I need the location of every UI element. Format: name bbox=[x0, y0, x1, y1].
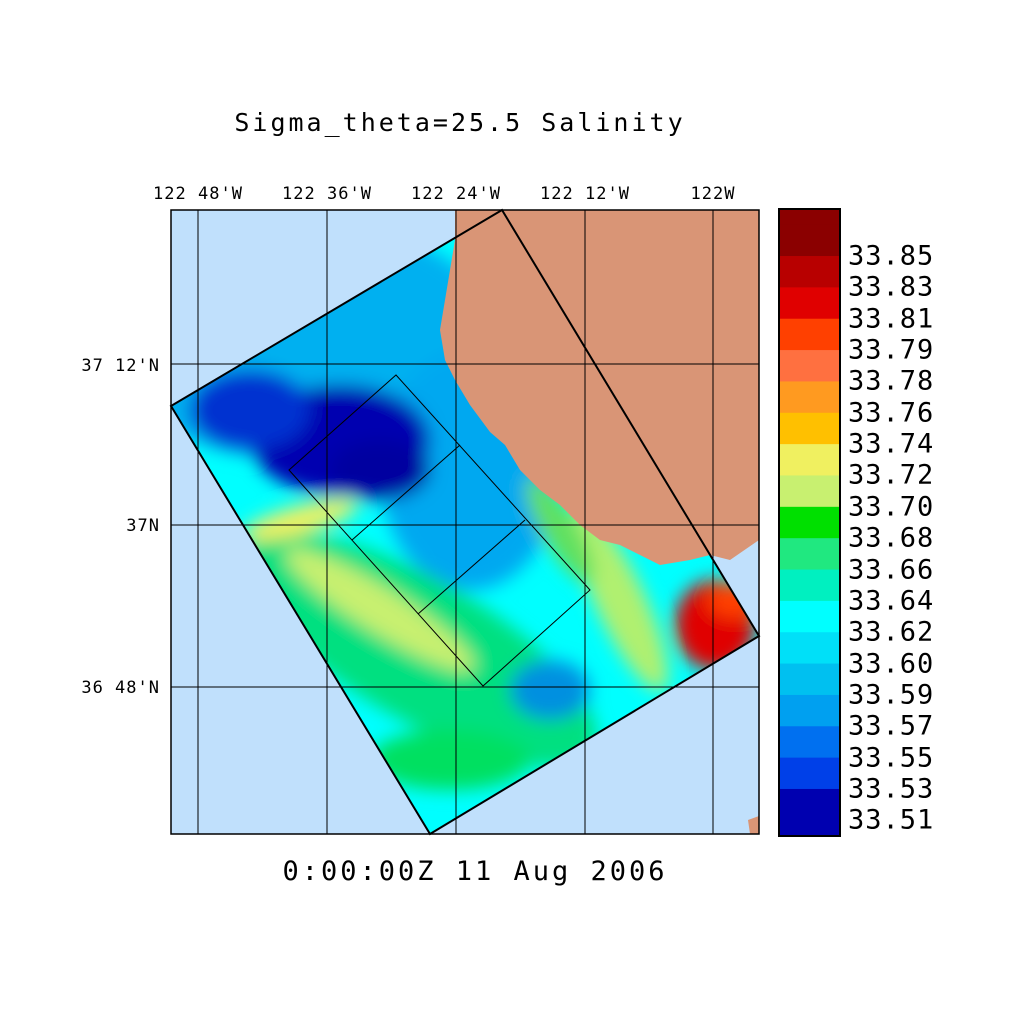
colorbar-label: 33.55 bbox=[848, 742, 935, 774]
colorbar-swatch bbox=[779, 318, 840, 351]
colorbar-swatch bbox=[779, 757, 840, 790]
sub-domain-boxes bbox=[288, 374, 591, 687]
lon-label-122-36w: 122 36'W bbox=[282, 184, 372, 204]
colorbar-swatch bbox=[779, 224, 840, 257]
coastline-land-tip bbox=[748, 816, 759, 834]
colorbar-label: 33.79 bbox=[848, 334, 935, 366]
lat-lon-grid bbox=[171, 210, 759, 834]
colorbar bbox=[779, 209, 840, 836]
colorbar-swatch bbox=[779, 381, 840, 414]
lat-label-37n: 37N bbox=[126, 516, 160, 536]
colorbar-label: 33.76 bbox=[848, 397, 935, 429]
colorbar-swatch bbox=[779, 569, 840, 602]
colorbar-label: 33.72 bbox=[848, 459, 935, 491]
colorbar-label: 33.57 bbox=[848, 710, 935, 742]
colorbar-label: 33.74 bbox=[848, 428, 935, 460]
colorbar-swatch bbox=[779, 209, 840, 226]
colorbar-swatch bbox=[779, 663, 840, 696]
lon-label-122-12w: 122 12'W bbox=[540, 184, 630, 204]
colorbar-label: 33.70 bbox=[848, 491, 935, 523]
timestamp: 0:00:00Z 11 Aug 2006 bbox=[282, 856, 668, 887]
lon-label-122-24w: 122 24'W bbox=[411, 184, 501, 204]
colorbar-swatch bbox=[779, 350, 840, 382]
lat-label-36-48n: 36 48'N bbox=[81, 678, 160, 698]
colorbar-swatch bbox=[779, 632, 840, 665]
colorbar-swatch bbox=[779, 694, 840, 727]
colorbar-swatch bbox=[779, 444, 840, 476]
colorbar-label: 33.60 bbox=[848, 648, 935, 680]
colorbar-label: 33.83 bbox=[848, 271, 935, 303]
lon-label-122w: 122W bbox=[690, 184, 736, 204]
colorbar-label: 33.66 bbox=[848, 554, 935, 586]
map-title: Sigma_theta=25.5 Salinity bbox=[234, 108, 686, 137]
colorbar-swatch bbox=[779, 412, 840, 445]
colorbar-swatch bbox=[779, 726, 840, 759]
colorbar-label: 33.59 bbox=[848, 679, 935, 711]
map-frame bbox=[170, 209, 760, 835]
colorbar-label: 33.81 bbox=[848, 303, 935, 335]
colorbar-swatch bbox=[779, 600, 840, 633]
colorbar-label: 33.78 bbox=[848, 365, 935, 397]
colorbar-swatch bbox=[779, 506, 840, 539]
colorbar-swatch bbox=[779, 287, 840, 320]
lat-label-37-12n: 37 12'N bbox=[81, 356, 160, 376]
colorbar-label: 33.64 bbox=[848, 585, 935, 617]
colorbar-frame bbox=[778, 208, 841, 837]
coastline-land bbox=[440, 210, 759, 565]
colorbar-swatch bbox=[779, 256, 840, 288]
colorbar-swatch bbox=[779, 538, 840, 571]
lon-label-122-48w: 122 48'W bbox=[153, 184, 243, 204]
colorbar-label: 33.85 bbox=[848, 240, 935, 272]
colorbar-label: 33.53 bbox=[848, 773, 935, 805]
colorbar-label: 33.62 bbox=[848, 616, 935, 648]
colorbar-label: 33.68 bbox=[848, 522, 935, 554]
colorbar-swatch bbox=[779, 788, 840, 836]
colorbar-label: 33.51 bbox=[848, 804, 935, 836]
colorbar-swatch bbox=[779, 475, 840, 508]
